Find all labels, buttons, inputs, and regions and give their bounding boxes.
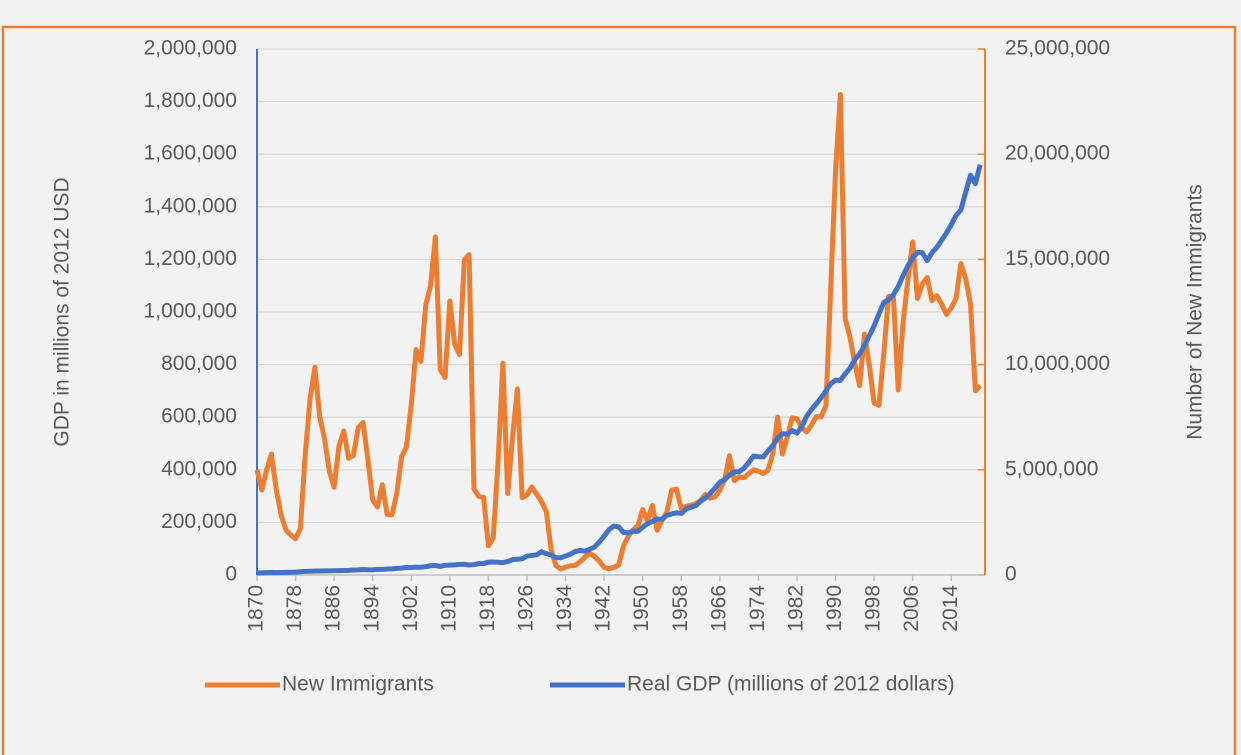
y-tick-label: 1,000,000 [144,300,237,323]
legend-label: Real GDP (millions of 2012 dollars) [627,673,955,696]
x-tick-label: 1934 [553,585,576,632]
x-tick-label: 2014 [939,585,962,632]
x-tick-label: 1942 [592,585,615,632]
y2-tick-label: 0 [1005,563,1017,586]
y-tick-label: 1,600,000 [144,142,237,165]
x-tick-label: 1982 [785,585,808,632]
x-tick-label: 1974 [746,585,769,632]
y2-tick-label: 5,000,000 [1005,457,1098,480]
y2-tick-label: 25,000,000 [1005,37,1110,60]
y-tick-label: 1,800,000 [144,89,237,112]
x-tick-label: 1998 [862,585,885,632]
y-tick-label: 200,000 [161,510,237,533]
chart-frame [1,25,1237,755]
x-tick-label: 1894 [360,585,383,632]
x-tick-label: 1910 [437,585,460,632]
series-line [256,164,983,576]
x-tick-label: 1902 [399,585,422,632]
y-tick-label: 600,000 [161,405,237,428]
y2-tick-label: 10,000,000 [1005,352,1110,375]
y-tick-label: 800,000 [161,352,237,375]
x-tick-label: 1950 [630,585,653,632]
x-tick-label: 2006 [900,585,923,632]
y-tick-label: 400,000 [161,457,237,480]
y2-tick-label: 15,000,000 [1005,247,1110,270]
y-tick-label: 2,000,000 [144,37,237,60]
y-axis-title: GDP in millions of 2012 USD [51,177,74,446]
x-tick-label: 1958 [669,585,692,632]
x-tick-label: 1878 [283,585,306,632]
series-line [254,91,983,572]
y-tick-label: 1,200,000 [144,247,237,270]
y2-axis-title: Number of New Immigrants [1184,184,1207,440]
x-tick-label: 1926 [515,585,538,632]
legend-label: New Immigrants [282,673,434,696]
x-tick-label: 1966 [707,585,730,632]
x-tick-label: 1870 [245,585,268,632]
y-tick-label: 0 [225,563,237,586]
y2-tick-label: 20,000,000 [1005,142,1110,165]
x-tick-label: 1990 [823,585,846,632]
y-tick-label: 1,400,000 [144,194,237,217]
x-tick-label: 1918 [476,585,499,632]
x-tick-label: 1886 [322,585,345,632]
